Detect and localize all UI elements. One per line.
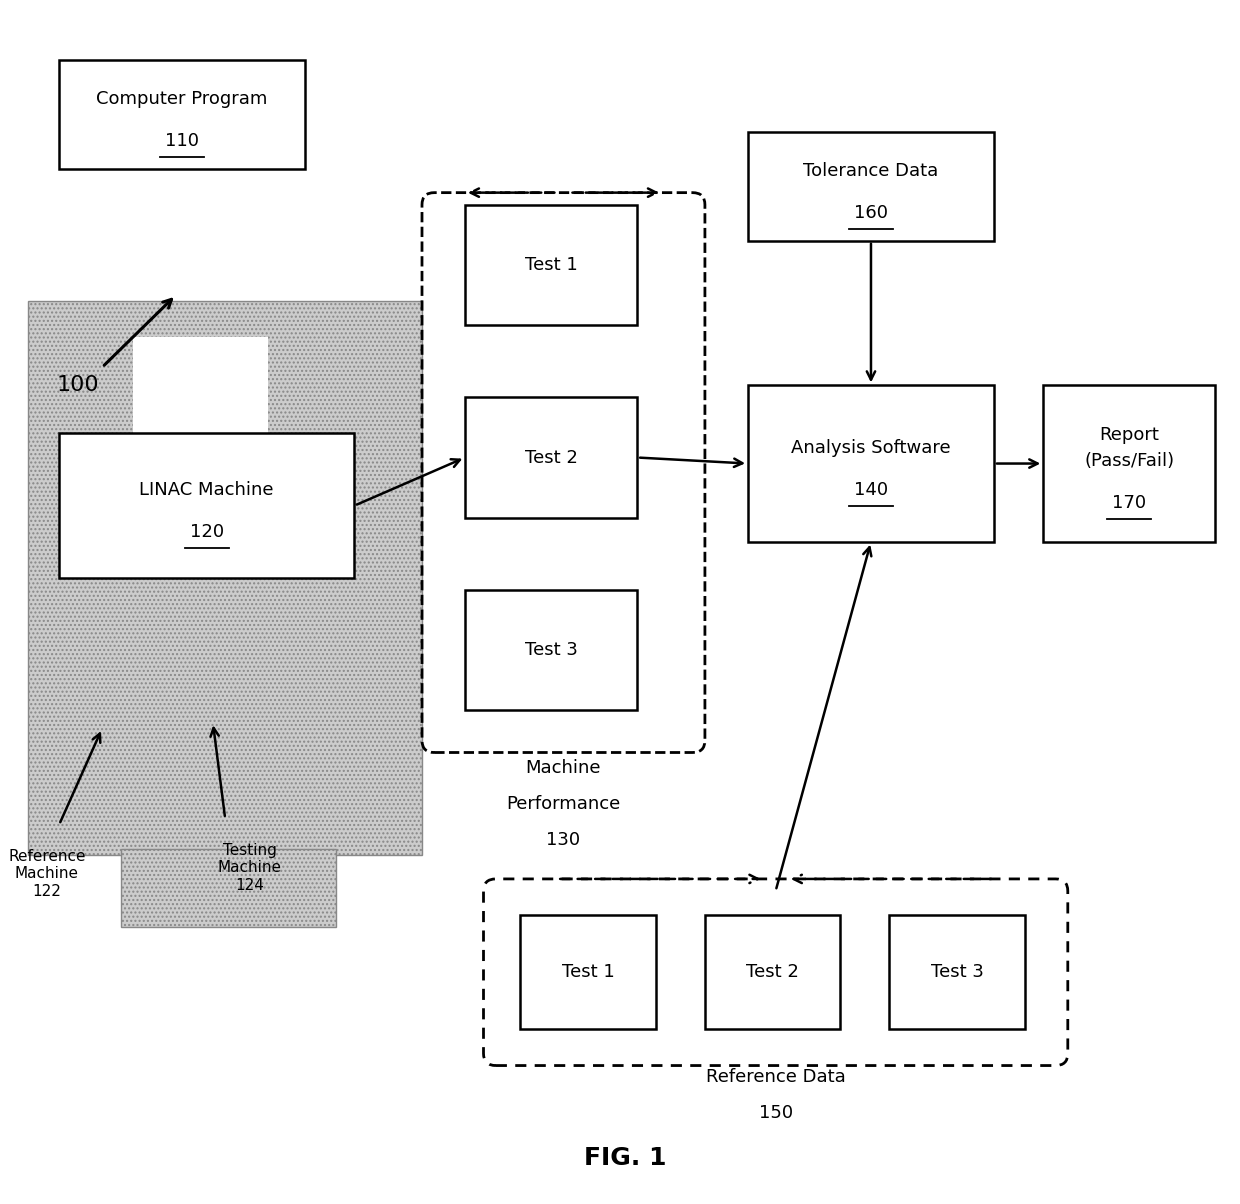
Text: (Pass/Fail): (Pass/Fail)	[1084, 453, 1174, 470]
Text: Test 3: Test 3	[931, 963, 983, 981]
Text: Machine: Machine	[526, 759, 601, 777]
Text: Analysis Software: Analysis Software	[791, 439, 951, 456]
Bar	[465, 397, 637, 518]
Text: Reference
Machine
122: Reference Machine 122	[9, 849, 86, 898]
Text: 170: 170	[1112, 495, 1146, 512]
Text: FIG. 1: FIG. 1	[584, 1146, 666, 1170]
Bar	[60, 60, 305, 169]
Text: Reference Data: Reference Data	[706, 1068, 846, 1086]
Bar	[465, 205, 637, 325]
Text: Test 1: Test 1	[562, 963, 615, 981]
Text: 140: 140	[854, 482, 888, 498]
Bar	[465, 590, 637, 710]
Text: 160: 160	[854, 205, 888, 222]
Text: Testing
Machine
124: Testing Machine 124	[218, 843, 281, 892]
Bar	[748, 132, 994, 241]
Text: Tolerance Data: Tolerance Data	[804, 163, 939, 179]
Text: Test 3: Test 3	[525, 642, 578, 659]
Bar	[1043, 385, 1215, 542]
Text: Performance: Performance	[506, 795, 620, 813]
Bar	[748, 385, 994, 542]
Bar	[889, 915, 1024, 1029]
Text: 150: 150	[759, 1104, 792, 1122]
Bar	[521, 915, 656, 1029]
Text: Test 1: Test 1	[525, 256, 578, 273]
Text: LINAC Machine: LINAC Machine	[139, 482, 274, 498]
Text: 110: 110	[165, 132, 200, 149]
Bar	[120, 849, 336, 927]
Text: Report: Report	[1100, 426, 1159, 443]
Bar	[60, 433, 355, 578]
Bar	[133, 337, 268, 445]
Text: 100: 100	[56, 376, 99, 395]
Bar	[29, 301, 422, 855]
Text: Test 2: Test 2	[746, 963, 799, 981]
Text: Computer Program: Computer Program	[97, 90, 268, 107]
Text: 120: 120	[190, 524, 223, 541]
Bar	[704, 915, 841, 1029]
Text: Test 2: Test 2	[525, 449, 578, 466]
Text: 130: 130	[547, 831, 580, 849]
